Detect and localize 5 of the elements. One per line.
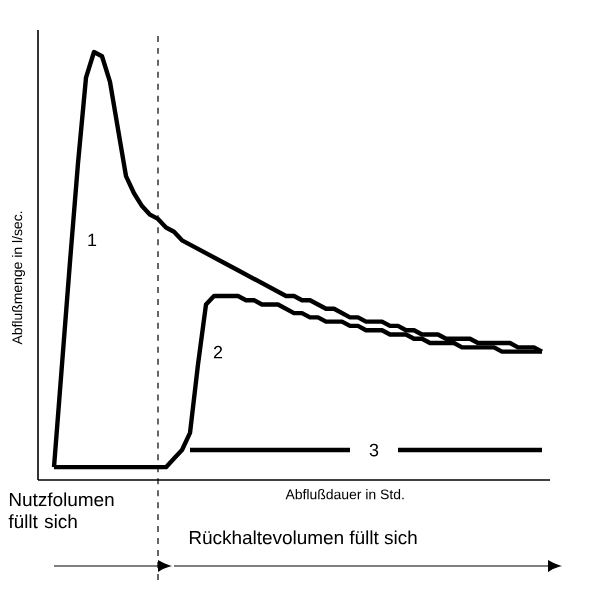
- series-label: 1: [88, 233, 97, 247]
- text: Rückhaltevolumen füllt sich: [189, 530, 417, 545]
- series-label: 2: [213, 345, 223, 359]
- series-label: 3: [369, 443, 379, 457]
- text: Nutzfolumen füllt sich: [8, 492, 114, 529]
